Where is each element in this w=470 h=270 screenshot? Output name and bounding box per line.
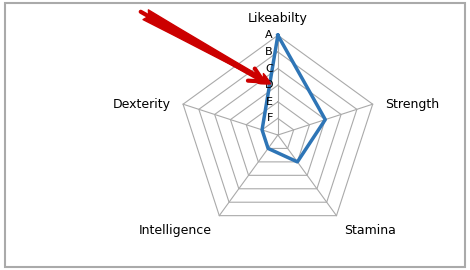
Text: Intelligence: Intelligence bbox=[138, 224, 212, 237]
Text: Dexterity: Dexterity bbox=[113, 98, 171, 111]
Text: A: A bbox=[265, 30, 273, 40]
Text: F: F bbox=[266, 113, 273, 123]
Text: Strength: Strength bbox=[384, 98, 439, 111]
Text: E: E bbox=[266, 97, 273, 107]
Text: Likeabilty: Likeabilty bbox=[248, 12, 308, 25]
Text: B: B bbox=[265, 47, 273, 57]
Text: Stamina: Stamina bbox=[345, 224, 396, 237]
Text: D: D bbox=[265, 80, 273, 90]
Text: C: C bbox=[265, 63, 273, 73]
